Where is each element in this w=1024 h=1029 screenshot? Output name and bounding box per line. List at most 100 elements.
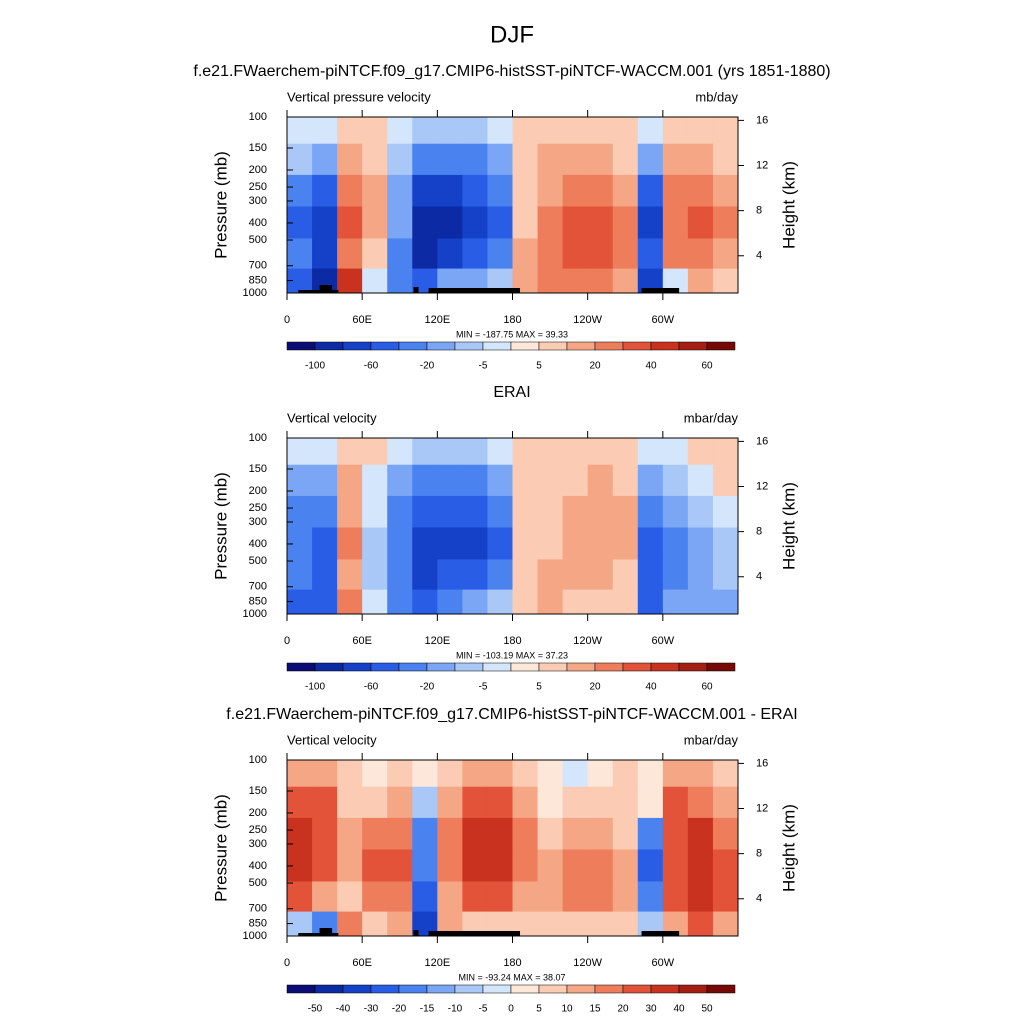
contour-cell <box>687 238 714 270</box>
contour-cell <box>612 495 639 528</box>
colorbar-box <box>286 341 316 351</box>
colorbar-label: 60 <box>701 682 713 693</box>
colorbar-label: -5 <box>479 1004 488 1015</box>
contour-cell <box>462 438 488 466</box>
contour-cell <box>387 817 413 850</box>
contour-cell <box>487 760 513 788</box>
contour-cell <box>412 817 438 850</box>
x-tick-label: 0 <box>284 635 290 647</box>
contour-cell <box>587 143 614 176</box>
contour-cell <box>362 817 388 850</box>
contour-cell <box>362 849 388 882</box>
contour-cell <box>587 238 614 270</box>
contour-cell <box>537 559 564 591</box>
y-tick-label: 300 <box>249 516 267 528</box>
colorbar-label: 30 <box>645 1004 657 1015</box>
contour-cell <box>462 143 488 176</box>
y-tick-label: 100 <box>249 754 267 766</box>
x-tick-label: 60E <box>352 635 372 647</box>
contour-cell <box>312 438 338 466</box>
contour-cell <box>687 495 714 528</box>
y-tick-label: 500 <box>249 234 267 246</box>
y2-tick-label: 12 <box>756 802 768 814</box>
contour-cell <box>612 206 639 239</box>
contour-cell <box>512 817 539 850</box>
y-tick-label: 700 <box>249 260 267 272</box>
contour-cell <box>687 174 714 207</box>
contour-cell <box>437 117 463 145</box>
contour-cell <box>612 527 639 560</box>
contour-cell <box>362 786 388 819</box>
colorbar-box <box>650 341 680 351</box>
contour-cell <box>612 881 639 913</box>
contour-cell <box>637 206 664 239</box>
colorbar-box <box>370 341 400 351</box>
contour-cell <box>412 559 438 591</box>
contour-cell <box>712 464 739 497</box>
contour-cell <box>387 911 413 937</box>
contour-cell <box>612 589 639 615</box>
contour-cell <box>587 495 614 528</box>
contour-cell <box>312 206 338 239</box>
contour-cell <box>487 495 513 528</box>
contour-cell <box>537 464 564 497</box>
contour-cell <box>662 143 689 176</box>
contour-cell <box>337 174 363 207</box>
colorbar-box <box>398 341 428 351</box>
y2-tick-label: 4 <box>756 571 762 583</box>
contour-cell <box>637 881 664 913</box>
x-tick-label: 120E <box>424 635 450 647</box>
x-tick-label: 60W <box>652 314 675 326</box>
panel-title: ERAI <box>493 384 530 401</box>
contour-field <box>287 117 739 294</box>
contour-cell <box>562 238 589 270</box>
y2-tick-label: 8 <box>756 526 762 538</box>
y2-tick-label: 16 <box>756 757 768 769</box>
contour-cell <box>437 238 463 270</box>
contour-cell <box>412 527 438 560</box>
colorbar-label: 40 <box>645 682 657 693</box>
contour-cell <box>562 117 589 145</box>
colorbar-label: 40 <box>645 361 657 372</box>
colorbar-box <box>482 662 512 672</box>
contour-cell <box>412 464 438 497</box>
contour-cell <box>387 760 413 788</box>
colorbar-label: 15 <box>589 1004 601 1015</box>
colorbar-label: 20 <box>589 361 601 372</box>
x-tick-label: 60E <box>352 314 372 326</box>
y-tick-label: 700 <box>249 903 267 915</box>
y-tick-label: 150 <box>249 142 267 154</box>
colorbar-box <box>594 341 624 351</box>
contour-cell <box>312 238 338 270</box>
contour-cell <box>387 268 413 294</box>
contour-cell <box>512 174 539 207</box>
contour-cell <box>387 206 413 239</box>
contour-cell <box>412 174 438 207</box>
contour-cell <box>612 117 639 145</box>
contour-cell <box>637 589 664 615</box>
colorbar-box <box>426 662 456 672</box>
contour-cell <box>562 911 589 937</box>
y-tick-label: 250 <box>249 181 267 193</box>
contour-cell <box>687 268 714 294</box>
contour-cell <box>462 495 488 528</box>
contour-cell <box>512 559 539 591</box>
panel-title: f.e21.FWaerchem-piNTCF.f09_g17.CMIP6-his… <box>226 706 797 723</box>
panel-title: f.e21.FWaerchem-piNTCF.f09_g17.CMIP6-his… <box>193 63 830 80</box>
contour-cell <box>362 206 388 239</box>
contour-cell <box>462 174 488 207</box>
contour-cell <box>387 589 413 615</box>
contour-cell <box>362 464 388 497</box>
y2-tick-label: 16 <box>756 435 768 447</box>
y-tick-label: 200 <box>249 807 267 819</box>
contour-cell <box>712 786 739 819</box>
y-tick-label: 150 <box>249 785 267 797</box>
contour-cell <box>562 760 589 788</box>
contour-cell <box>287 238 313 270</box>
contour-cell <box>437 881 463 913</box>
left-label: Vertical velocity <box>287 732 377 747</box>
contour-cell <box>712 760 739 788</box>
topography <box>641 931 680 936</box>
y-tick-label: 400 <box>249 217 267 229</box>
colorbar-box <box>454 662 484 672</box>
